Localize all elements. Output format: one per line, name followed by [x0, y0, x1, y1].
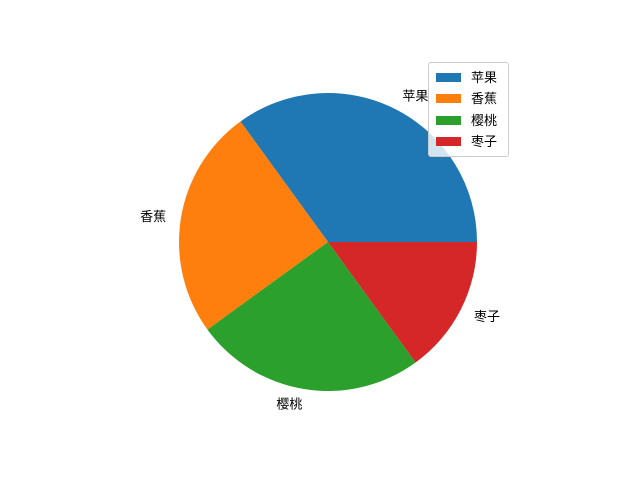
pie-slice-2 [179, 121, 328, 330]
legend-label: 香蕉 [471, 91, 498, 107]
legend-swatch-icon [436, 115, 461, 125]
pie-slice-4 [328, 242, 477, 363]
legend-label: 枣子 [471, 133, 498, 149]
legend-item-1: 苹果 [436, 67, 502, 88]
pie-slice-1 [240, 93, 477, 243]
legend-label: 樱桃 [471, 112, 498, 128]
legend-swatch-icon [436, 136, 461, 146]
slice-label-1: 苹果 [402, 89, 428, 104]
legend-item-3: 樱桃 [436, 110, 502, 131]
legend: 苹果 香蕉 樱桃 枣子 [428, 62, 509, 157]
slice-label-2: 香蕉 [140, 209, 166, 224]
legend-item-2: 香蕉 [436, 88, 502, 109]
slice-label-3: 樱桃 [276, 396, 302, 411]
slice-label-4: 枣子 [474, 309, 500, 324]
legend-swatch-icon [436, 73, 461, 83]
legend-item-4: 枣子 [436, 131, 502, 152]
legend-swatch-icon [436, 94, 461, 104]
pie-slice-3 [207, 242, 416, 391]
legend-label: 苹果 [471, 70, 498, 86]
